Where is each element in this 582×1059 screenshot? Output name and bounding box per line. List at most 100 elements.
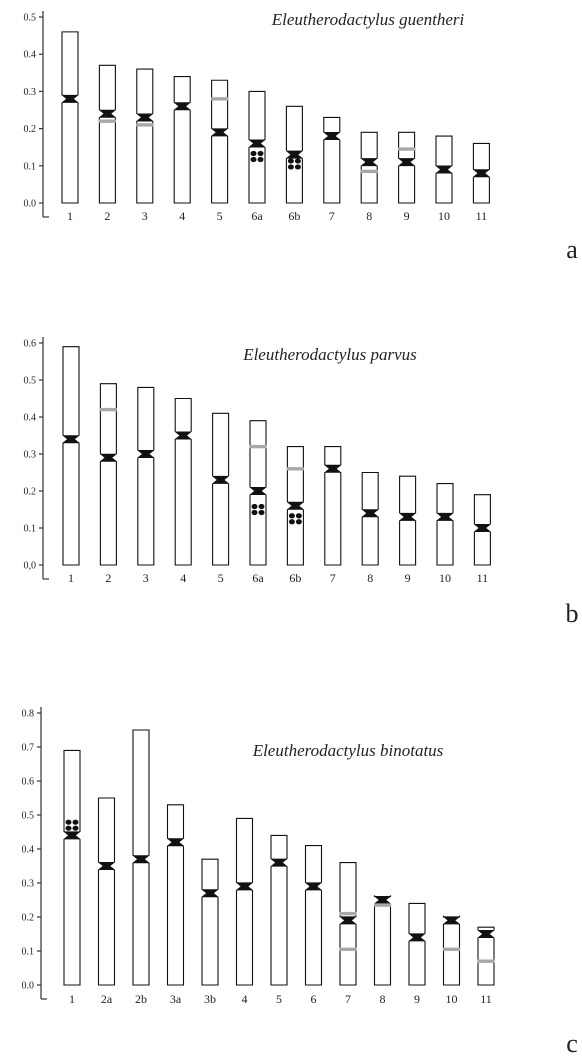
chromosome-4: 4 [173,75,191,223]
secondary-constriction-mark [136,123,154,127]
y-tick-label: 0.6 [22,777,35,788]
chromosome-3: 3 [137,386,155,585]
satellite-dot [257,150,264,157]
centromere-mark [409,933,425,942]
chromosome-label: 3 [143,571,149,585]
centromere-mark [98,862,115,870]
centromere-mark [133,855,149,864]
centromere-mark [287,501,304,510]
chromosome-label: 8 [367,571,373,585]
chromosome-outline [304,845,323,986]
chromosome-7: 7 [324,446,342,585]
centromere-mark [323,132,340,141]
chromosome-5: 5 [212,412,230,585]
chromosome-label: 5 [276,992,282,1006]
satellite-dot [294,164,301,170]
chromosome-label: 8 [380,992,386,1006]
chromosome-outline [61,31,79,204]
chromosome-label: 4 [242,992,248,1006]
chromosome-label: 4 [180,571,186,585]
y-tick-label: 0.8 [22,709,35,720]
chromosome-5: 5 [211,79,229,223]
y-tick-label: 0.0 [22,981,35,992]
chromosome-label: 2b [135,992,147,1006]
satellite-dot [294,158,301,164]
centromere-mark [399,512,416,521]
chromosome-outline [235,817,254,986]
satellite-dot [65,819,72,825]
species-name-b: Eleutherodactylus parvus [242,345,417,364]
chromosome-label: 2a [101,992,113,1006]
satellite-dot [287,164,294,170]
chromosome-11: 11 [477,926,495,1006]
chromosome-label: 5 [217,209,223,223]
centromere-mark [62,94,78,103]
satellite-dot [72,825,79,831]
secondary-constriction-mark [98,119,116,123]
satellite-dot [288,519,295,525]
chromosome-outline [137,386,155,566]
centromere-mark [361,158,378,167]
chromosome-label: 3 [142,209,148,223]
chromosome-1: 1 [63,749,81,1006]
centromere-mark [212,475,229,484]
chromosome-outline [323,116,341,204]
secondary-constriction-mark [443,947,460,951]
centromere-mark [137,450,154,458]
satellite-dot [257,156,264,163]
chromosome-label: 3a [170,992,182,1006]
chromosome-1: 1 [61,31,79,223]
chromosome-label: 9 [404,209,410,223]
centromere-mark [211,128,228,137]
satellite-dot [72,819,79,825]
y-tick-label: 0.2 [24,487,37,498]
secondary-constriction-mark [398,147,416,151]
chromosome-4: 4 [235,817,254,1006]
centromere-mark [340,916,356,925]
secondary-constriction-mark [249,444,267,449]
secondary-constriction-mark [374,903,391,907]
centromere-mark [64,831,80,840]
chromosome-outline [361,471,379,566]
chromosome-2b: 2b [132,729,150,1006]
y-tick-label: 0.4 [24,413,37,424]
centromere-mark [249,139,265,148]
chromosome-6a: 6a [248,90,266,223]
chromosome-10: 10 [435,135,453,223]
chromosome-label: 11 [480,992,492,1006]
chromosome-label: 7 [329,209,335,223]
chromosome-label: 7 [330,571,336,585]
secondary-constriction-mark [211,97,229,101]
satellite-dot [295,513,302,519]
chromosome-outline [477,926,495,986]
chromosome-outline [63,749,81,986]
y-tick-label: 0.2 [22,913,35,924]
centromere-mark [63,435,79,444]
centromere-mark [99,109,116,118]
panel-c: Eleutherodactylus binotatus c 0.0 0.1 0.2 0… [22,707,578,1058]
chromosome-11: 11 [473,494,491,585]
y-tick-label: 0.7 [22,743,35,754]
chromosome-8: 8 [373,894,392,1006]
centromere-mark [374,896,391,904]
chromosome-label: 11 [477,571,489,585]
panel-letter-b: b [566,599,579,628]
chromosome-6b: 6b [286,446,304,585]
chromosome-label: 9 [405,571,411,585]
satellite-dot [288,513,295,519]
chromosome-2: 2 [98,64,116,223]
chromosome-2: 2 [99,383,117,585]
chromosome-3: 3 [136,68,154,223]
chromosome-1: 1 [62,346,80,585]
chromosome-3a: 3a [166,804,185,1006]
centromere-mark [167,838,184,847]
chromosome-7: 7 [323,116,341,223]
secondary-constriction-mark [339,947,357,951]
centromere-mark [362,509,379,518]
chromosome-outline [436,483,454,566]
centromere-mark [250,487,266,495]
panel-letter-a: a [566,235,578,264]
chromosome-label: 6 [311,992,317,1006]
satellite-dot [251,509,258,516]
